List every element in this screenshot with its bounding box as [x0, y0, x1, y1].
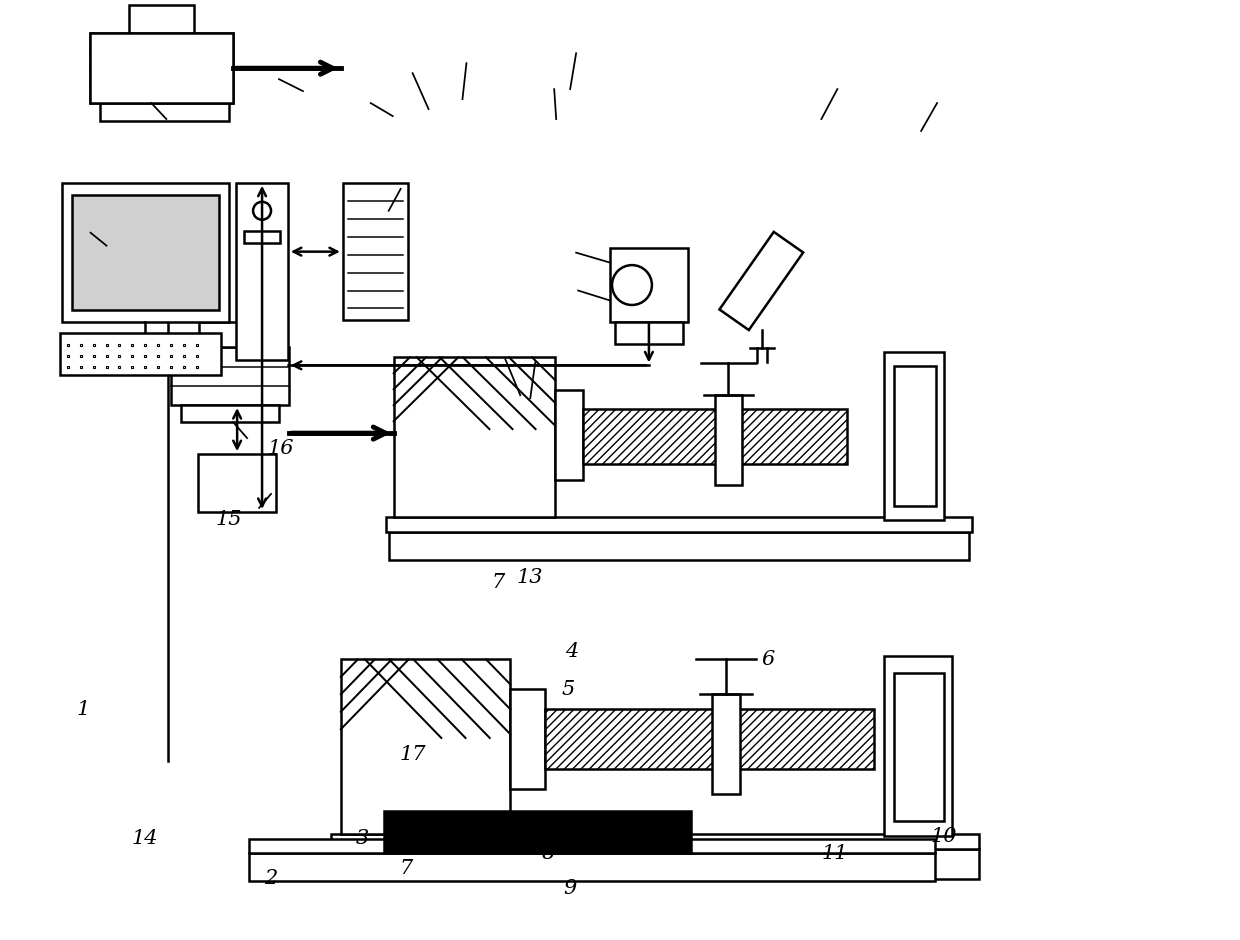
Bar	[244, 230, 280, 243]
Bar	[341, 660, 511, 834]
Text: 3: 3	[356, 829, 370, 849]
Bar	[198, 454, 277, 512]
Bar	[610, 247, 688, 322]
Circle shape	[613, 265, 652, 305]
Text: 4: 4	[565, 642, 579, 661]
Bar	[200, 322, 254, 348]
Text: 8: 8	[542, 844, 554, 863]
Bar	[884, 352, 944, 520]
Text: 7: 7	[492, 573, 505, 592]
Text: 15: 15	[216, 510, 242, 529]
Text: 12: 12	[449, 829, 476, 849]
Bar	[331, 834, 978, 849]
Text: 13: 13	[517, 568, 543, 588]
Bar	[171, 348, 289, 405]
Bar	[556, 390, 583, 480]
Bar	[546, 710, 874, 769]
Bar	[386, 517, 972, 532]
Text: 11: 11	[821, 844, 848, 863]
Bar	[511, 689, 546, 789]
Text: 6: 6	[761, 650, 774, 669]
Text: 14: 14	[131, 829, 157, 849]
Circle shape	[253, 202, 272, 220]
Bar	[615, 322, 683, 344]
Bar	[336, 849, 978, 879]
Bar	[714, 395, 742, 485]
Text: 9: 9	[563, 879, 577, 899]
Bar	[388, 532, 968, 559]
Bar	[383, 811, 691, 853]
Bar	[181, 405, 279, 422]
Text: 10: 10	[931, 827, 957, 846]
Bar	[60, 334, 221, 375]
Bar	[91, 344, 200, 362]
Bar	[62, 183, 229, 322]
Text: 7: 7	[399, 859, 412, 878]
Bar	[719, 232, 804, 330]
Text: 1: 1	[77, 699, 91, 719]
Text: 16: 16	[268, 439, 294, 458]
Bar	[342, 183, 408, 321]
Bar	[236, 183, 288, 360]
Bar	[89, 33, 233, 103]
Bar	[393, 357, 556, 517]
Bar	[249, 853, 935, 881]
Polygon shape	[89, 33, 233, 103]
Text: 2: 2	[264, 870, 278, 888]
Bar	[129, 6, 195, 33]
Bar	[249, 838, 935, 853]
Bar	[583, 409, 847, 464]
Bar	[894, 673, 944, 821]
Bar	[894, 367, 936, 506]
Bar	[712, 695, 739, 794]
Text: 17: 17	[399, 744, 425, 763]
Bar	[72, 195, 219, 310]
Text: 5: 5	[562, 680, 575, 698]
Bar	[884, 656, 952, 836]
Bar	[99, 103, 229, 121]
